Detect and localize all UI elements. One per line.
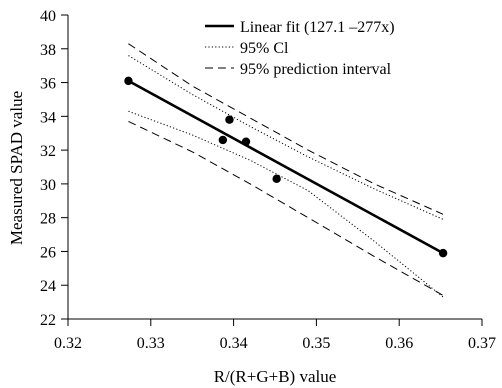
x-tick-label: 0.33	[137, 335, 165, 352]
x-tick-label: 0.36	[385, 335, 413, 352]
data-point	[124, 77, 132, 85]
legend-label: Linear fit (127.1 –277x)	[240, 19, 395, 36]
x-tick-label: 0.35	[302, 335, 330, 352]
data-point	[225, 116, 233, 124]
y-tick-label: 28	[40, 211, 56, 228]
solid-series-line	[128, 81, 443, 253]
x-tick-label: 0.32	[54, 335, 82, 352]
y-axis-title: Measured SPAD value	[7, 91, 26, 245]
y-tick-label: 40	[40, 8, 56, 25]
x-axis-title: R/(R+G+B) value	[214, 367, 337, 386]
x-tick-label: 0.34	[220, 335, 248, 352]
data-point	[219, 136, 227, 144]
data-point	[272, 175, 280, 183]
y-tick-label: 24	[40, 278, 56, 295]
legend-label: 95% prediction interval	[240, 61, 392, 78]
y-tick-label: 26	[40, 244, 56, 261]
y-tick-label: 34	[40, 109, 56, 126]
chart-lines	[128, 44, 443, 297]
y-tick-label: 38	[40, 42, 56, 59]
y-tick-label: 36	[40, 76, 56, 93]
y-tick-label: 30	[40, 177, 56, 194]
legend-label: 95% Cl	[240, 40, 289, 57]
y-tick-label: 22	[40, 312, 56, 329]
x-tick-label: 0.37	[468, 335, 496, 352]
chart-ticks: 0.32 0.33 0.34 0.35 0.36 0.37 22 24 26 28 30 32 34 36…	[40, 8, 496, 352]
data-point	[439, 249, 447, 257]
dashed-series-lower	[128, 121, 443, 295]
chart-legend: Linear fit (127.1 –277x) 95% Cl 95% predic…	[205, 19, 395, 78]
data-point	[242, 137, 250, 145]
y-tick-label: 32	[40, 143, 56, 160]
